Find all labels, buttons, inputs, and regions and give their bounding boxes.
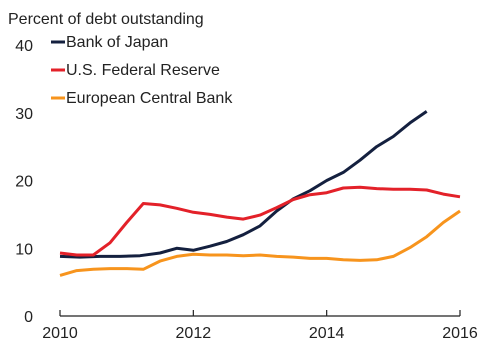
x-tick-label: 2012 — [176, 325, 212, 342]
series-line — [59, 110, 428, 259]
x-axis: 2010 2012 2014 2016 — [42, 310, 478, 342]
y-axis-ticks: 0 10 20 30 40 — [15, 38, 33, 326]
y-tick-label: 0 — [24, 309, 33, 326]
y-axis-unit-label: Percent of debt outstanding — [8, 11, 204, 28]
legend-label: U.S. Federal Reserve — [66, 62, 220, 79]
y-tick-label: 40 — [15, 38, 33, 55]
series-lines — [59, 110, 461, 277]
x-tick-label: 2014 — [309, 325, 345, 342]
x-tick-label: 2010 — [42, 325, 78, 342]
x-tick-label: 2016 — [442, 325, 478, 342]
legend-label: European Central Bank — [66, 90, 233, 107]
y-tick-label: 20 — [15, 174, 33, 191]
series-line — [59, 209, 461, 277]
legend: Bank of Japan U.S. Federal Reserve Europea… — [51, 34, 233, 107]
legend-label: Bank of Japan — [66, 34, 168, 51]
y-tick-label: 10 — [15, 241, 33, 258]
series-line — [59, 185, 461, 257]
y-tick-label: 30 — [15, 106, 33, 123]
